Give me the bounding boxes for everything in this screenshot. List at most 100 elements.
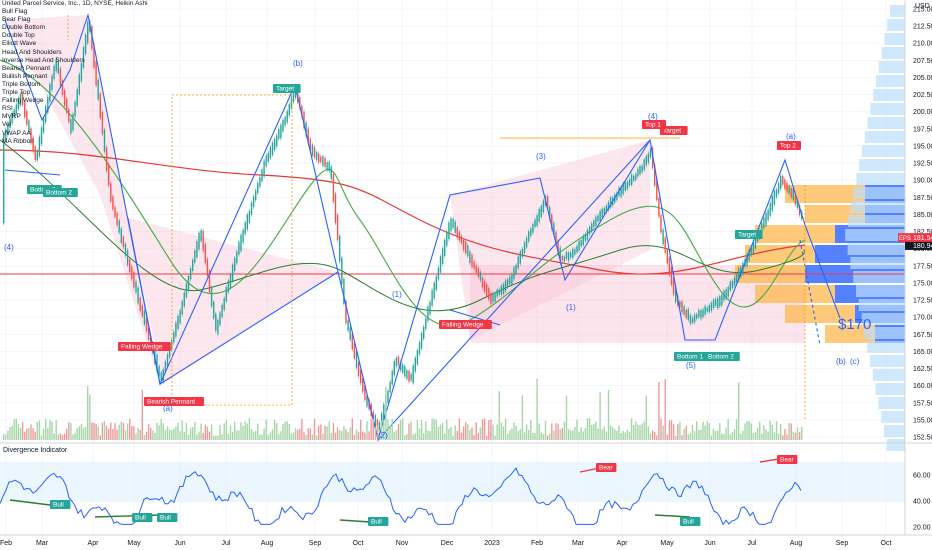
legend-item[interactable]: VWAP AA (2, 129, 31, 137)
legend-item[interactable]: Inverse Head And Shoulders (2, 56, 85, 64)
candle (479, 271, 482, 281)
price-axis[interactable]: 215.00 212.50 210.00 207.50 205.00 202.50 200.… (898, 0, 932, 443)
volume-bar (756, 427, 759, 440)
last-price-label: 181.54 (913, 235, 932, 242)
legend-item[interactable]: Double Bottom (2, 24, 45, 32)
time-tick-label: Apr (88, 540, 100, 547)
volume-bar (595, 421, 597, 440)
candle (97, 79, 99, 100)
volume-bar (643, 421, 645, 440)
candle (263, 160, 265, 177)
wave-label: (b) (293, 59, 303, 68)
candle (458, 231, 461, 241)
legend-item[interactable]: Triple Top (2, 89, 31, 97)
legend-item[interactable]: MVRP (2, 113, 21, 121)
volume-bar (725, 428, 727, 440)
volume-bar (605, 431, 608, 440)
candle (393, 361, 395, 376)
volume-bar (771, 425, 773, 440)
candle (341, 257, 343, 284)
bull-tag-bg (680, 517, 701, 526)
volume-bar (244, 421, 246, 440)
volume-bar (708, 423, 710, 440)
candle (276, 135, 278, 147)
legend-item[interactable]: Elliott Wave (2, 40, 37, 48)
volume-bar (576, 419, 578, 440)
candle (710, 302, 713, 311)
symbol-title[interactable]: United Parcel Service, Inc., 1D, NYSE, H… (2, 0, 148, 7)
candle (719, 296, 721, 307)
last-price-badge[interactable] (898, 233, 932, 243)
legend-item[interactable]: RSI (2, 105, 13, 113)
candle (481, 277, 484, 288)
candle (30, 128, 32, 144)
candle (412, 365, 414, 383)
volume-bar (471, 427, 473, 440)
volume-bar (156, 422, 158, 440)
volume-bar (712, 428, 715, 440)
volume-bar (651, 430, 654, 440)
candle (666, 249, 668, 264)
candle (525, 237, 528, 248)
volume-bar (790, 423, 792, 440)
oscillator-axis[interactable]: 60.00 40.00 20.00 Divergence Indicator (3, 443, 931, 535)
candle (55, 58, 57, 72)
legend-item[interactable]: Bearish Pennant (2, 64, 51, 72)
legend-item[interactable]: Triple Bottom (2, 80, 41, 88)
candle (236, 251, 238, 264)
legend-item[interactable]: MA Ribbon (2, 137, 34, 145)
price-tick-label: 160.00 (913, 383, 932, 390)
volume-bar (710, 435, 713, 440)
volume-bar (143, 435, 146, 440)
legend-item[interactable]: Double Top (2, 32, 35, 40)
candle (769, 203, 771, 216)
candle (288, 104, 290, 116)
volume-profile-bar-light (876, 75, 905, 87)
wave-label: (a) (786, 132, 796, 141)
volume-bar (255, 431, 257, 440)
candle (250, 202, 253, 215)
volume-bar (238, 430, 240, 440)
volume-profile-bar-light (867, 117, 905, 129)
candle (307, 128, 309, 144)
candle (26, 110, 28, 125)
candle (471, 254, 473, 267)
volume-bar (540, 432, 542, 440)
candle (654, 164, 656, 186)
candle (557, 240, 559, 254)
time-axis[interactable]: Feb Mar Apr May Jun Jul Aug Sep Oct Nov Dec 2023 Feb… (0, 534, 932, 547)
candle (519, 251, 521, 264)
wave-label: (1) (392, 290, 402, 299)
legend-item[interactable]: Head And Shoulders (2, 48, 62, 56)
bull-divergence-line (654, 514, 691, 518)
volume-bar (227, 433, 230, 440)
volume-bar (265, 419, 267, 440)
candle (513, 267, 515, 279)
legend-item[interactable]: Bear Flag (2, 16, 31, 24)
target-label: Target (738, 232, 756, 239)
volume-bar (433, 418, 435, 440)
volume-bar (194, 421, 196, 440)
volume-bar (507, 434, 509, 440)
volume-bar (320, 424, 322, 440)
volume-bar (257, 423, 259, 440)
candle (103, 129, 106, 152)
volume-bar (444, 433, 446, 440)
candle (36, 150, 38, 161)
legend-item[interactable]: Falling Wedge (2, 97, 44, 105)
legend-item[interactable]: Bullish Pennant (2, 72, 48, 80)
time-tick-label: Jul (222, 540, 231, 547)
candle (265, 155, 267, 167)
candle (273, 138, 276, 151)
candle (95, 61, 97, 86)
volume-bar (141, 389, 143, 440)
volume-bar (326, 426, 328, 440)
candle (433, 283, 435, 299)
legend-item[interactable]: Bull Flag (2, 8, 28, 16)
candle (784, 179, 786, 189)
legend-item[interactable]: Vol (2, 121, 12, 129)
volume-profile-bar (755, 285, 835, 303)
volume-bar (105, 425, 108, 440)
volume-profile-bar-light (853, 271, 905, 283)
